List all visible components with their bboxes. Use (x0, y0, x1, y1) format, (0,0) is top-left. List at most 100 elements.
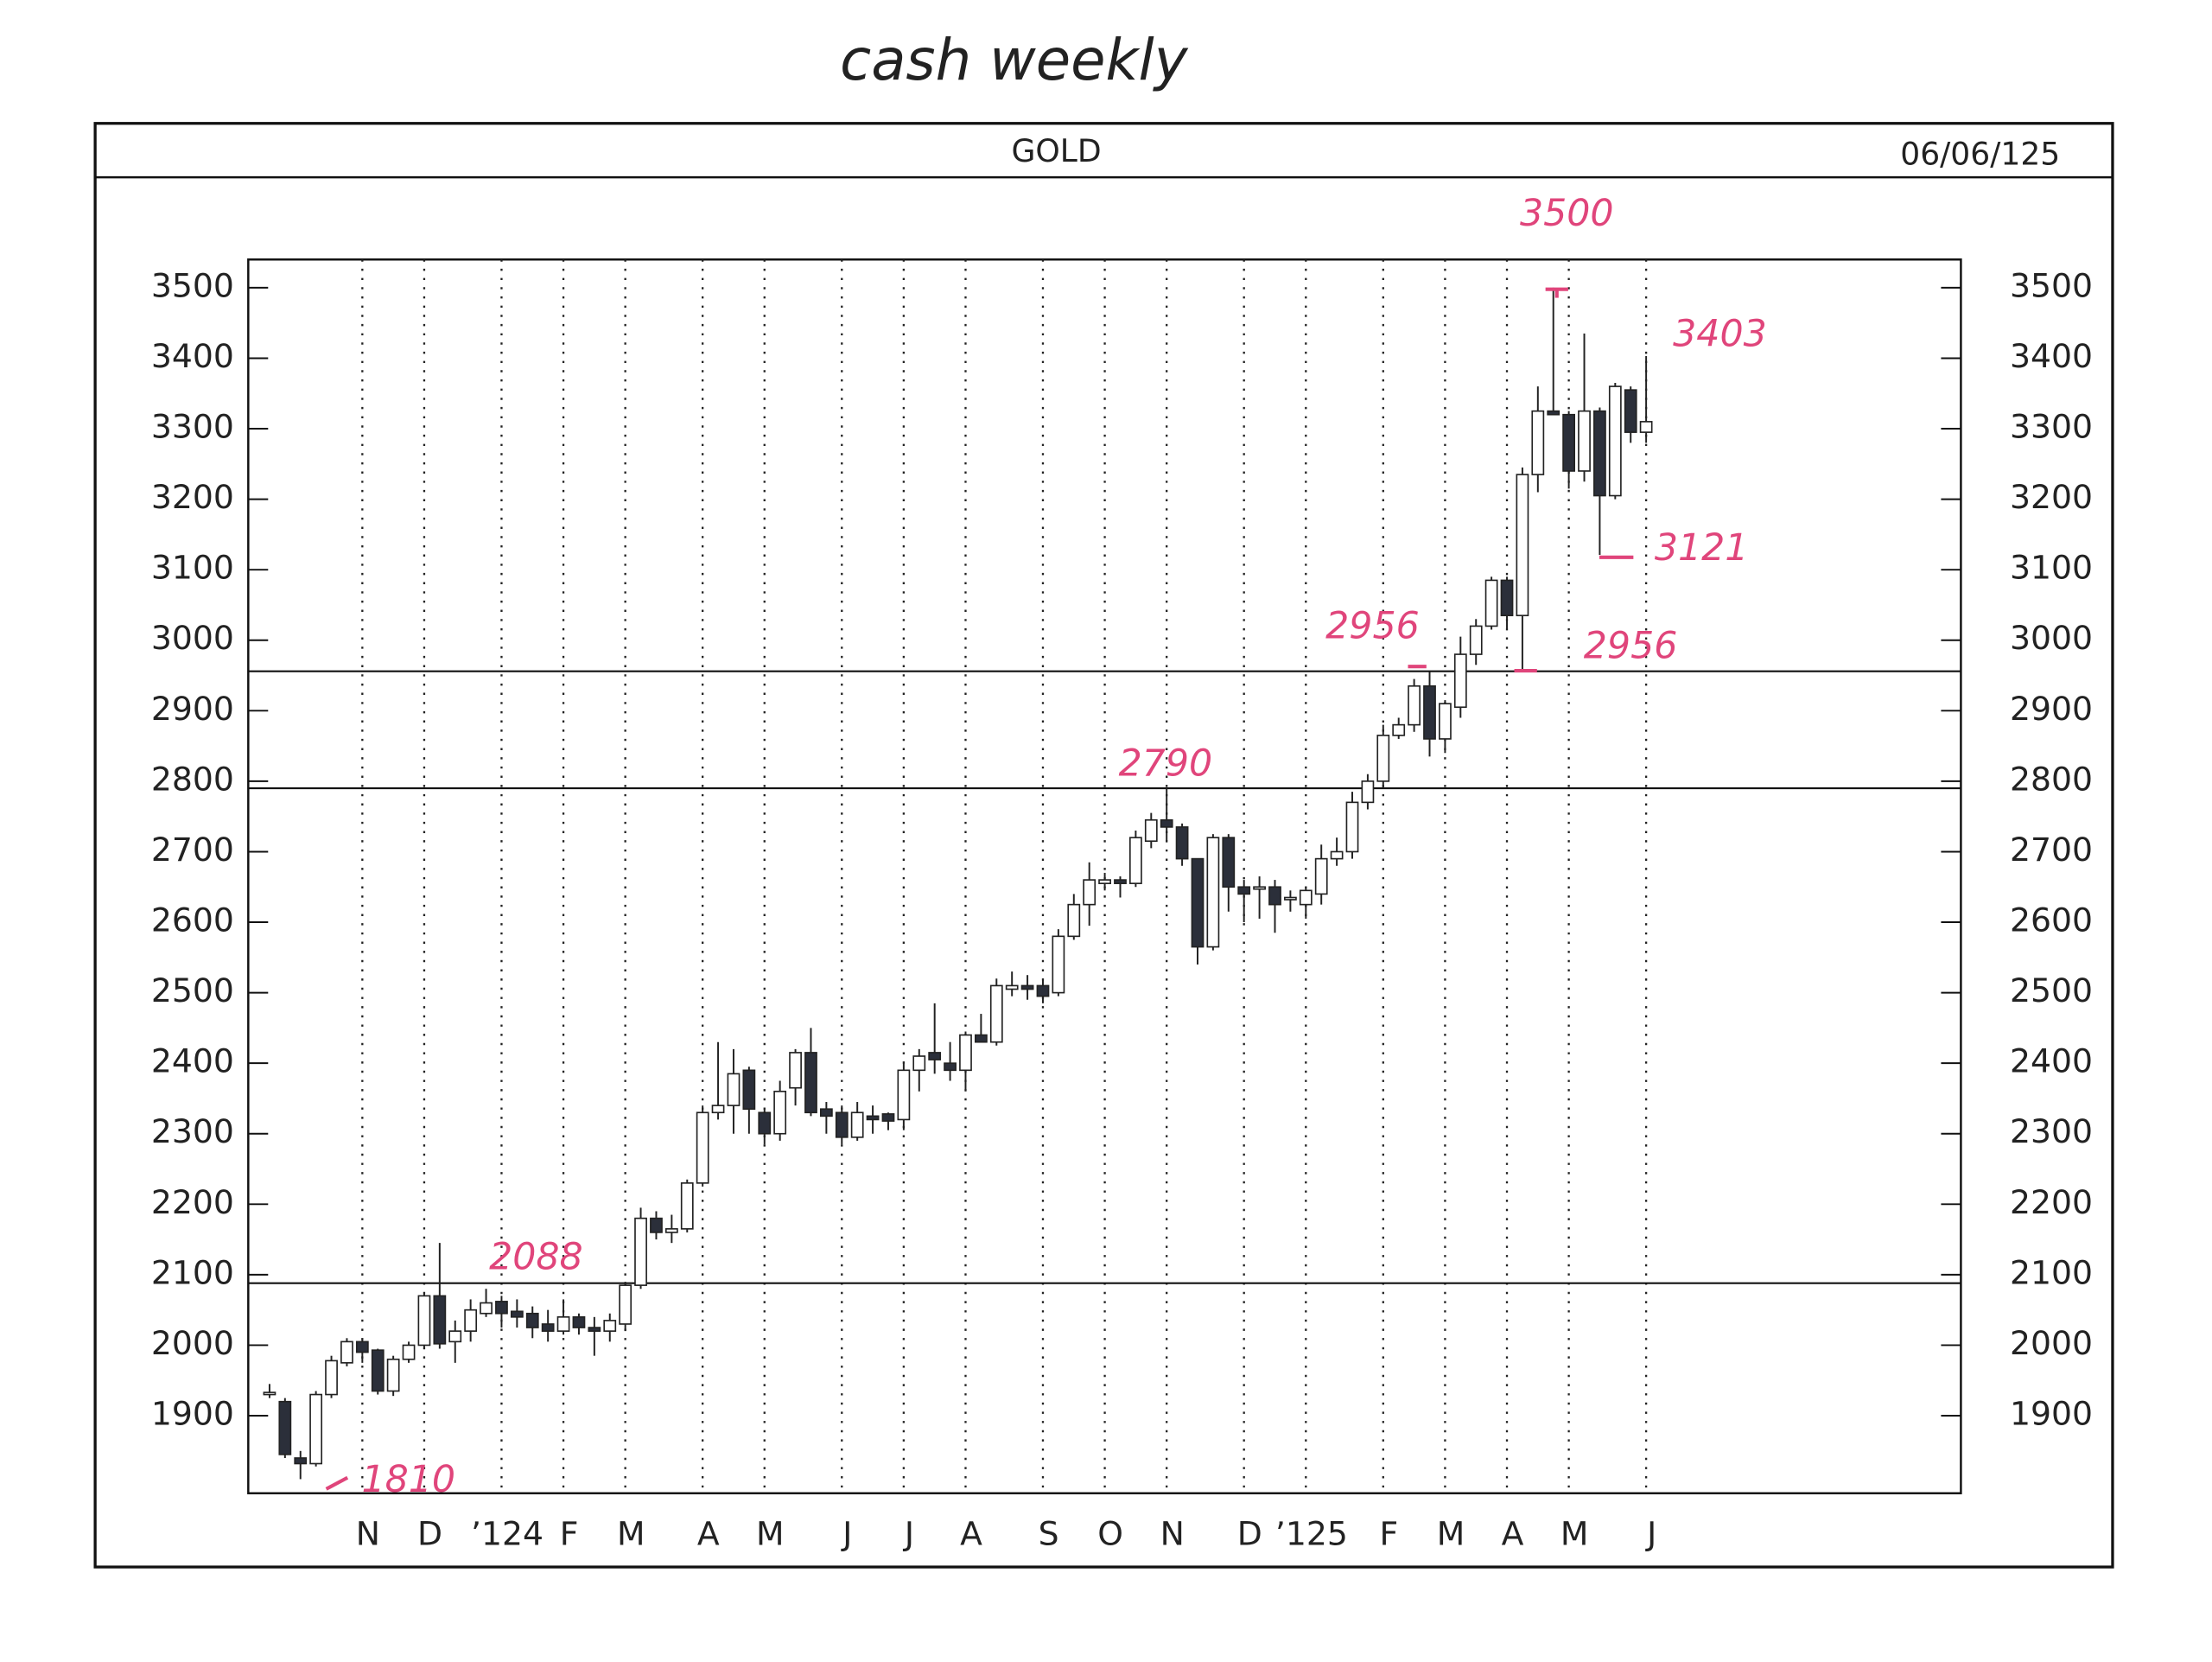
candle-body (1547, 410, 1560, 416)
x-tick-label: M (756, 1514, 785, 1552)
x-tick-label: ’124 (471, 1514, 543, 1552)
candle-body (1237, 886, 1251, 895)
candle-body (1439, 703, 1452, 740)
chart-title: GOLD (1011, 133, 1101, 169)
candle-body (1423, 685, 1436, 740)
handwritten-annotation: 2088 (489, 1236, 583, 1279)
y2-tick-label: 3300 (2010, 408, 2093, 446)
candle-body (897, 1069, 911, 1121)
y-tick-label: 3500 (151, 266, 234, 304)
x-tick-label: A (960, 1514, 982, 1552)
candle-body (1052, 935, 1065, 994)
candle-body (727, 1073, 741, 1106)
y2-tick-label: 2100 (2010, 1253, 2093, 1291)
candle-body (263, 1391, 276, 1396)
candle-body (1516, 474, 1529, 617)
y2-tick-label: 2000 (2010, 1324, 2093, 1362)
x-tick-label: M (617, 1514, 645, 1552)
x-tick-label: D (417, 1514, 442, 1552)
y-tick-label: 2500 (151, 971, 234, 1009)
candle-body (1114, 879, 1127, 884)
candle-body (1160, 818, 1173, 828)
candle-body (1222, 837, 1236, 888)
y2-tick-label: 2200 (2010, 1183, 2093, 1221)
y2-tick-label: 1900 (2010, 1395, 2093, 1433)
handwritten-annotation: 3121 (1655, 526, 1749, 570)
candle-body (355, 1340, 369, 1353)
candle-body (278, 1400, 292, 1455)
candle-body (850, 1111, 864, 1138)
y2-tick-label: 2900 (2010, 690, 2093, 728)
candle-body (1345, 801, 1359, 853)
candle-body (1392, 723, 1406, 736)
candle-body (1408, 685, 1421, 726)
candle-body (1500, 579, 1514, 617)
candle-body (989, 984, 1003, 1043)
candle-body (1608, 385, 1622, 497)
candle-body (309, 1393, 323, 1465)
candle-body (525, 1312, 539, 1328)
candle-body (325, 1360, 338, 1396)
candle-body (1020, 984, 1034, 990)
candle-body (912, 1055, 926, 1072)
candle-body (1144, 818, 1158, 843)
y2-tick-label: 3100 (2010, 549, 2093, 587)
x-tick-label: D (1237, 1514, 1262, 1552)
handwritten-annotation: 2790 (1119, 742, 1213, 786)
candle-body (1083, 879, 1096, 906)
candle-body (773, 1090, 787, 1135)
candle-body (588, 1327, 601, 1332)
candle-body (664, 1228, 678, 1233)
handwritten-annotation: 3403 (1673, 312, 1767, 355)
candle-body (742, 1069, 756, 1111)
outer-frame (93, 122, 2114, 1569)
candle-body (433, 1295, 447, 1345)
x-tick-label: M (1437, 1514, 1465, 1552)
y2-tick-label: 3000 (2010, 619, 2093, 657)
y2-tick-label: 2400 (2010, 1042, 2093, 1080)
candle-body (1376, 735, 1390, 782)
candle-body (866, 1115, 880, 1121)
y-tick-label: 2200 (151, 1183, 234, 1221)
handwritten-annotation: 3500 (1520, 192, 1614, 235)
y2-tick-label: 2700 (2010, 831, 2093, 869)
candle-body (386, 1358, 400, 1392)
candle-body (1624, 389, 1637, 433)
candle-body (619, 1284, 632, 1325)
candle-body (696, 1111, 709, 1184)
candle-body (294, 1457, 308, 1465)
y-tick-label: 3100 (151, 549, 234, 587)
candle-body (603, 1320, 617, 1332)
x-tick-label: J (841, 1514, 852, 1552)
candle-body (1469, 625, 1483, 655)
x-tick-label: A (697, 1514, 720, 1552)
candle-body (1206, 837, 1220, 948)
y2-tick-label: 2600 (2010, 901, 2093, 939)
candle-body (1330, 850, 1344, 860)
y-tick-label: 3200 (151, 478, 234, 516)
candle-body (417, 1295, 431, 1347)
candle-body (1067, 903, 1081, 938)
candle-body (835, 1111, 849, 1138)
y-tick-label: 3300 (151, 408, 234, 446)
candle-body (1191, 857, 1205, 948)
candle-body (464, 1309, 478, 1332)
y-tick-label: 2000 (151, 1324, 234, 1362)
candle-body (1129, 837, 1142, 884)
candle-body (1299, 889, 1313, 906)
candle-body (510, 1310, 524, 1318)
candle-body (541, 1323, 555, 1332)
candle-body (634, 1217, 647, 1286)
handwritten-stroke (325, 1475, 349, 1491)
x-tick-label: A (1502, 1514, 1524, 1552)
y-tick-label: 1900 (151, 1395, 234, 1433)
x-tick-label: N (356, 1514, 380, 1552)
y2-tick-label: 3200 (2010, 478, 2093, 516)
candle-body (758, 1111, 772, 1135)
candle-body (1268, 886, 1281, 906)
y2-tick-label: 2500 (2010, 971, 2093, 1009)
candle-body (448, 1330, 462, 1343)
candle-body (371, 1349, 385, 1392)
y2-tick-label: 3400 (2010, 337, 2093, 375)
handwritten-annotation: 1810 (361, 1458, 455, 1501)
